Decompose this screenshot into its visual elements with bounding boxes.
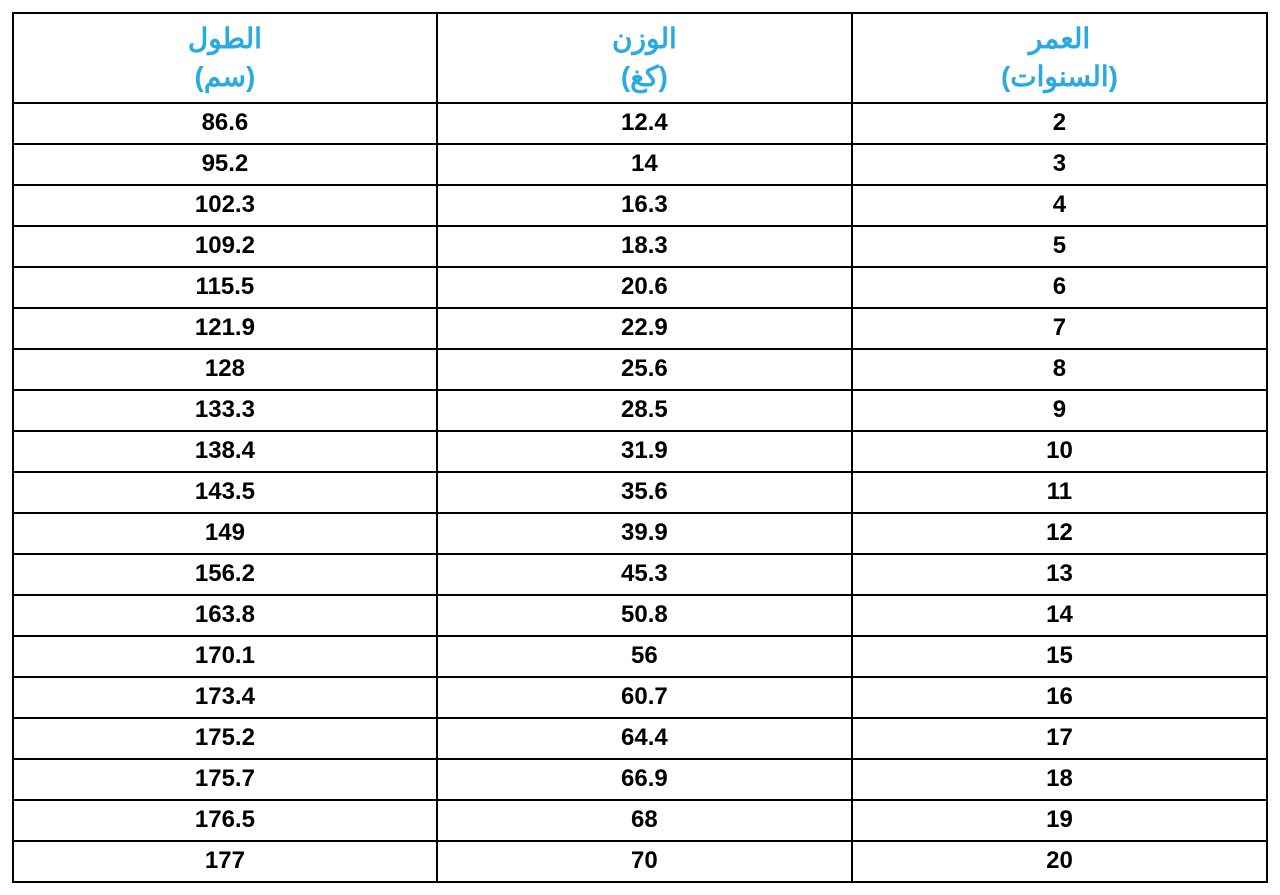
- cell-weight: 50.8: [437, 595, 852, 636]
- table-body: 86.6 12.4 2 95.2 14 3 102.3 16.3 4 109.2…: [13, 103, 1267, 882]
- table-row: 156.2 45.3 13: [13, 554, 1267, 595]
- table-row: 102.3 16.3 4: [13, 185, 1267, 226]
- cell-height: 149: [13, 513, 437, 554]
- cell-age: 12: [852, 513, 1267, 554]
- table-row: 115.5 20.6 6: [13, 267, 1267, 308]
- cell-weight: 39.9: [437, 513, 852, 554]
- cell-weight: 31.9: [437, 431, 852, 472]
- cell-weight: 25.6: [437, 349, 852, 390]
- table-header: الطول (سم) الوزن (كغ) العمر (السنوات): [13, 13, 1267, 103]
- cell-age: 14: [852, 595, 1267, 636]
- cell-height: 170.1: [13, 636, 437, 677]
- cell-age: 2: [852, 103, 1267, 144]
- cell-weight: 64.4: [437, 718, 852, 759]
- cell-height: 95.2: [13, 144, 437, 185]
- table-row: 163.8 50.8 14: [13, 595, 1267, 636]
- table-row: 170.1 56 15: [13, 636, 1267, 677]
- cell-weight: 45.3: [437, 554, 852, 595]
- cell-age: 4: [852, 185, 1267, 226]
- header-age-unit: (السنوات): [1001, 61, 1118, 92]
- cell-age: 5: [852, 226, 1267, 267]
- cell-height: 173.4: [13, 677, 437, 718]
- cell-height: 163.8: [13, 595, 437, 636]
- cell-height: 86.6: [13, 103, 437, 144]
- cell-age: 16: [852, 677, 1267, 718]
- table-row: 175.7 66.9 18: [13, 759, 1267, 800]
- cell-age: 13: [852, 554, 1267, 595]
- table-row: 86.6 12.4 2: [13, 103, 1267, 144]
- table-row: 109.2 18.3 5: [13, 226, 1267, 267]
- cell-height: 175.7: [13, 759, 437, 800]
- cell-height: 138.4: [13, 431, 437, 472]
- cell-weight: 20.6: [437, 267, 852, 308]
- cell-weight: 22.9: [437, 308, 852, 349]
- cell-age: 7: [852, 308, 1267, 349]
- cell-height: 115.5: [13, 267, 437, 308]
- cell-weight: 18.3: [437, 226, 852, 267]
- column-header-height: الطول (سم): [13, 13, 437, 103]
- column-header-weight: الوزن (كغ): [437, 13, 852, 103]
- cell-height: 121.9: [13, 308, 437, 349]
- cell-age: 11: [852, 472, 1267, 513]
- table-row: 133.3 28.5 9: [13, 390, 1267, 431]
- cell-age: 18: [852, 759, 1267, 800]
- cell-age: 6: [852, 267, 1267, 308]
- header-height-label: الطول: [188, 23, 262, 54]
- header-weight-unit: (كغ): [621, 61, 668, 92]
- cell-weight: 66.9: [437, 759, 852, 800]
- table-row: 143.5 35.6 11: [13, 472, 1267, 513]
- header-age-label: العمر: [1029, 23, 1090, 54]
- table-row: 138.4 31.9 10: [13, 431, 1267, 472]
- cell-age: 15: [852, 636, 1267, 677]
- cell-height: 175.2: [13, 718, 437, 759]
- cell-height: 133.3: [13, 390, 437, 431]
- cell-height: 177: [13, 841, 437, 882]
- cell-height: 128: [13, 349, 437, 390]
- cell-weight: 16.3: [437, 185, 852, 226]
- cell-weight: 56: [437, 636, 852, 677]
- cell-height: 143.5: [13, 472, 437, 513]
- cell-age: 20: [852, 841, 1267, 882]
- cell-height: 109.2: [13, 226, 437, 267]
- cell-weight: 28.5: [437, 390, 852, 431]
- cell-age: 3: [852, 144, 1267, 185]
- column-header-age: العمر (السنوات): [852, 13, 1267, 103]
- table-row: 121.9 22.9 7: [13, 308, 1267, 349]
- table-row: 176.5 68 19: [13, 800, 1267, 841]
- cell-height: 176.5: [13, 800, 437, 841]
- table-row: 173.4 60.7 16: [13, 677, 1267, 718]
- cell-weight: 35.6: [437, 472, 852, 513]
- cell-age: 9: [852, 390, 1267, 431]
- table-row: 149 39.9 12: [13, 513, 1267, 554]
- cell-age: 8: [852, 349, 1267, 390]
- cell-weight: 68: [437, 800, 852, 841]
- header-row: الطول (سم) الوزن (كغ) العمر (السنوات): [13, 13, 1267, 103]
- header-weight-label: الوزن: [612, 23, 677, 54]
- table-row: 175.2 64.4 17: [13, 718, 1267, 759]
- cell-height: 156.2: [13, 554, 437, 595]
- cell-age: 19: [852, 800, 1267, 841]
- table-row: 177 70 20: [13, 841, 1267, 882]
- cell-weight: 12.4: [437, 103, 852, 144]
- table-row: 95.2 14 3: [13, 144, 1267, 185]
- growth-data-table: الطول (سم) الوزن (كغ) العمر (السنوات) 86…: [12, 12, 1268, 883]
- cell-weight: 60.7: [437, 677, 852, 718]
- header-height-unit: (سم): [195, 61, 256, 92]
- cell-age: 10: [852, 431, 1267, 472]
- cell-age: 17: [852, 718, 1267, 759]
- table-row: 128 25.6 8: [13, 349, 1267, 390]
- cell-weight: 70: [437, 841, 852, 882]
- cell-weight: 14: [437, 144, 852, 185]
- cell-height: 102.3: [13, 185, 437, 226]
